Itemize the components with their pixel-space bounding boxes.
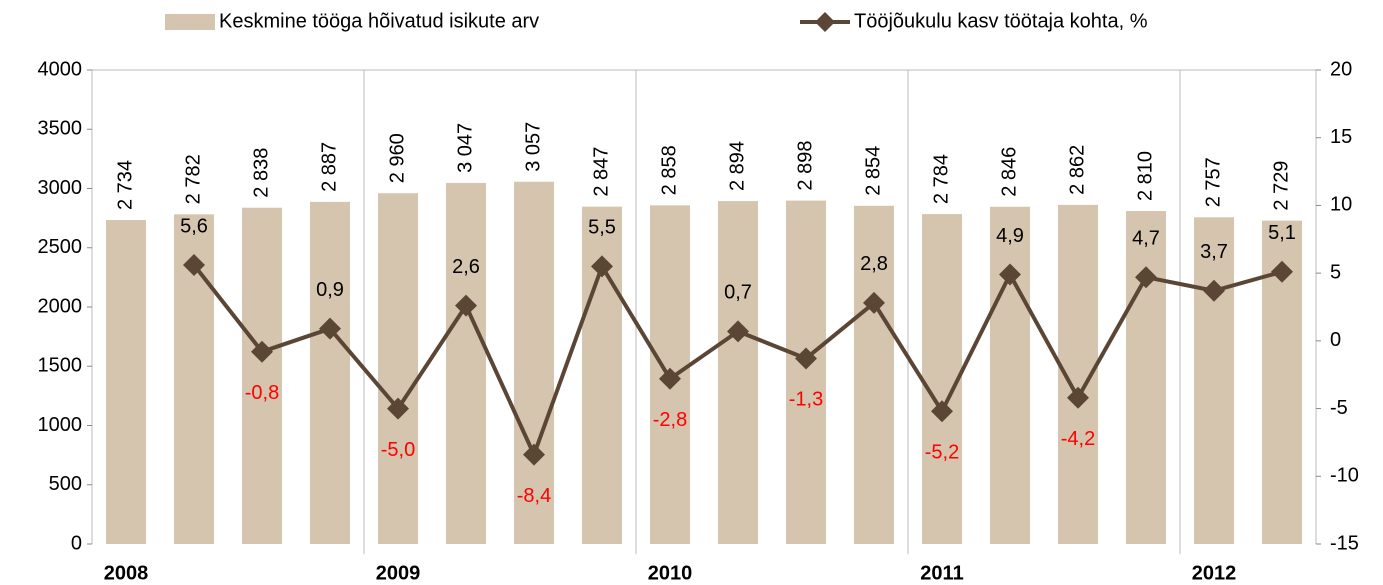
bar-value-label: 2 887 xyxy=(318,142,340,192)
line-value-label: -4,2 xyxy=(1061,428,1095,450)
y2-tick-label: -15 xyxy=(1330,532,1359,554)
line-value-label: -0,8 xyxy=(245,382,279,404)
bar-value-label: 2 894 xyxy=(726,141,748,191)
y2-tick-label: -5 xyxy=(1330,397,1348,419)
line-value-label: 3,7 xyxy=(1200,241,1228,263)
y-tick-label: 4000 xyxy=(38,58,83,80)
line-marker xyxy=(455,294,477,317)
y2-tick-label: 10 xyxy=(1330,194,1352,216)
legend-label: Keskmine tööga hõivatud isikute arv xyxy=(219,10,539,32)
x-tick-label: 2012 xyxy=(1192,562,1237,584)
x-tick-label: 2009 xyxy=(376,562,421,584)
bar-value-label: 2 729 xyxy=(1270,161,1292,211)
bar-value-label: 2 847 xyxy=(590,147,612,197)
y-tick-label: 2000 xyxy=(38,295,83,317)
x-tick-label: 2008 xyxy=(104,562,149,584)
line-marker xyxy=(727,320,749,343)
line-marker xyxy=(1203,279,1225,302)
bar-value-label: 2 960 xyxy=(386,133,408,183)
bar xyxy=(1194,217,1234,544)
line-value-label: 0,7 xyxy=(724,282,752,304)
y2-tick-label: 20 xyxy=(1330,58,1352,80)
line-marker xyxy=(251,340,273,363)
bar xyxy=(378,193,418,545)
bar-value-label: 2 810 xyxy=(1134,151,1156,201)
line-marker xyxy=(659,367,681,390)
bar-value-label: 2 734 xyxy=(114,160,136,210)
bar xyxy=(990,206,1030,544)
bar-value-label: 3 057 xyxy=(522,122,544,172)
bar-value-label: 2 846 xyxy=(998,147,1020,197)
y-tick-label: 1000 xyxy=(38,414,83,436)
bar xyxy=(242,207,282,544)
bar xyxy=(310,201,350,544)
bar xyxy=(514,181,554,545)
line-value-label: -5,2 xyxy=(925,442,959,464)
y2-tick-label: 0 xyxy=(1330,329,1341,351)
line-value-label: 4,9 xyxy=(996,225,1024,247)
y-tick-label: 1500 xyxy=(38,355,83,377)
line-value-label: -1,3 xyxy=(789,389,823,411)
line-marker xyxy=(863,291,885,314)
line-value-label: 5,1 xyxy=(1268,222,1296,244)
legend-swatch xyxy=(165,14,215,30)
line-marker xyxy=(319,317,341,340)
line-value-label: 2,8 xyxy=(860,253,888,275)
bar-value-label: 2 862 xyxy=(1066,145,1088,195)
line-value-label: 4,7 xyxy=(1132,227,1160,249)
line-marker xyxy=(523,443,545,466)
legend-swatch xyxy=(815,12,835,32)
line-value-label: 5,6 xyxy=(180,215,208,237)
line-marker xyxy=(1135,266,1157,289)
x-tick-label: 2010 xyxy=(648,562,693,584)
y-tick-label: 3500 xyxy=(38,118,83,140)
bar-value-label: 2 782 xyxy=(182,154,204,204)
bar-value-label: 2 757 xyxy=(1202,157,1224,207)
y-tick-label: 3000 xyxy=(38,177,83,199)
bar xyxy=(718,201,758,544)
line-marker xyxy=(591,255,613,278)
line-value-label: 0,9 xyxy=(316,279,344,301)
line-value-label: 5,5 xyxy=(588,217,616,239)
y2-tick-label: 5 xyxy=(1330,261,1341,283)
y-tick-label: 500 xyxy=(49,473,82,495)
bar xyxy=(786,200,826,544)
bar xyxy=(1126,211,1166,544)
y-tick-label: 0 xyxy=(71,532,82,554)
y-tick-label: 2500 xyxy=(38,236,83,258)
line-value-label: -5,0 xyxy=(381,439,415,461)
bar-value-label: 2 854 xyxy=(862,146,884,196)
legend-label: Tööjõukulu kasv töötaja kohta, % xyxy=(854,10,1148,32)
bar xyxy=(106,220,146,544)
y2-tick-label: 15 xyxy=(1330,126,1352,148)
line-marker xyxy=(1271,260,1293,283)
line-value-label: -2,8 xyxy=(653,409,687,431)
line-marker xyxy=(183,254,205,277)
x-tick-label: 2011 xyxy=(920,562,963,584)
y2-tick-label: -10 xyxy=(1330,465,1359,487)
line-marker xyxy=(931,400,953,423)
line-marker xyxy=(795,347,817,370)
line-marker xyxy=(1067,386,1089,409)
bar-value-label: 2 784 xyxy=(930,154,952,204)
line-marker xyxy=(999,263,1021,286)
line-value-label: -8,4 xyxy=(517,485,551,507)
bar-value-label: 2 838 xyxy=(250,148,272,198)
line-marker xyxy=(387,397,409,420)
bar-value-label: 2 898 xyxy=(794,141,816,191)
bar xyxy=(854,205,894,544)
bar-value-label: 2 858 xyxy=(658,145,680,195)
bar xyxy=(922,214,962,544)
line-value-label: 2,6 xyxy=(452,256,480,278)
bar-value-label: 3 047 xyxy=(454,123,476,173)
bar xyxy=(446,182,486,545)
